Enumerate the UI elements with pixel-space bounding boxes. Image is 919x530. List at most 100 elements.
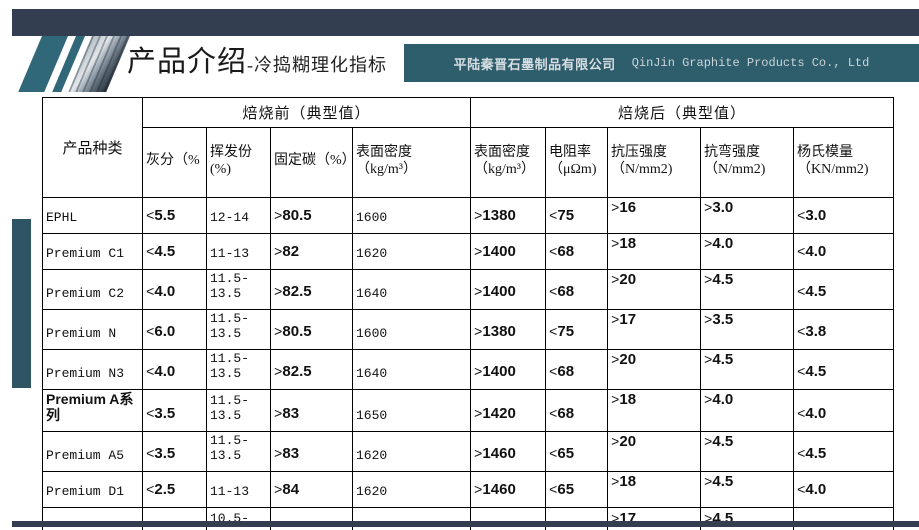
value-number: 4.5	[805, 363, 827, 380]
value-number: 4.0	[712, 235, 734, 252]
comparator-glyph: >	[274, 245, 283, 261]
cell-density-after: >1400	[470, 269, 547, 310]
comparator-glyph: >	[704, 201, 713, 217]
cell-carbon: >80.5	[270, 309, 353, 350]
cell-flexural: >3.0	[700, 197, 795, 234]
cell-ash: <2.5	[142, 471, 207, 508]
comparator-glyph: >	[474, 407, 483, 423]
comparator-glyph: >	[274, 365, 283, 381]
value-number: 1460	[482, 445, 516, 462]
comparator-glyph: <	[146, 407, 155, 423]
page-subtitle: -冷捣糊理化指标	[247, 55, 388, 75]
value-number: 65	[557, 445, 575, 462]
cell-volatile: 11.5-13.5	[206, 349, 271, 390]
comparator-glyph: <	[797, 407, 806, 423]
value-number: 4.5	[712, 433, 734, 450]
cell-volatile: 11.5-13.5	[206, 389, 271, 432]
value-number: 2.5	[154, 481, 176, 498]
cell-name: Premium C2	[42, 269, 143, 310]
value-number: 4.0	[805, 405, 827, 422]
header-group-after-baking: 焙烧后（典型值）	[470, 97, 895, 128]
comparator-glyph: >	[611, 201, 620, 217]
company-bar: 平陆秦晋石墨制品有限公司 QinJin Graphite Products Co…	[404, 44, 919, 82]
product-table-wrap: 产品种类 焙烧前（典型值） 焙烧后（典型值） 灰分（% 挥发份(%) 固定碳（%…	[42, 97, 895, 530]
comparator-glyph: <	[797, 365, 806, 381]
header-flexural-strength: 抗弯强度 （N/mm2)	[700, 127, 795, 198]
value-number: 1400	[482, 243, 516, 260]
value-number: 16	[619, 199, 637, 216]
comparator-glyph: >	[274, 483, 283, 499]
value-number: 6.0	[154, 323, 176, 340]
table-row: Premium N3 <4.0 11.5-13.5 >82.5 1640 >1400 <68…	[42, 349, 895, 390]
comparator-glyph: <	[549, 245, 558, 261]
cell-carbon: >82	[270, 233, 353, 270]
comparator-glyph: <	[146, 325, 155, 341]
cell-ash: <4.0	[142, 269, 207, 310]
cell-carbon: >84	[270, 471, 353, 508]
cell-carbon: >82.5	[270, 269, 353, 310]
value-number: 84	[282, 481, 300, 498]
company-name-en: QinJin Graphite Products Co., Ltd	[631, 56, 870, 70]
cell-youngs: <3.0	[793, 197, 895, 234]
value-number: 1400	[482, 363, 516, 380]
cell-resistivity: <68	[545, 389, 609, 432]
comparator-glyph: >	[611, 237, 620, 253]
header-surface-density-before: 表面密度 （kg/m³）	[351, 127, 472, 198]
header-group-before-baking: 焙烧前（典型值）	[141, 97, 472, 128]
comparator-glyph: >	[474, 447, 483, 463]
table-row: Premium A5 <3.5 11.5-13.5 >83 1620 >1460 <65 >2…	[42, 431, 895, 472]
value-number: 3.5	[154, 445, 176, 462]
cell-youngs: <4.0	[793, 471, 895, 508]
value-number: 1380	[482, 323, 516, 340]
comparator-glyph: <	[146, 209, 155, 225]
comparator-glyph: <	[549, 209, 558, 225]
value-number: 82.5	[282, 283, 312, 300]
comparator-glyph: >	[474, 483, 483, 499]
value-number: 17	[619, 311, 637, 328]
cell-density-before: 1620	[351, 431, 472, 472]
header-ash: 灰分（%	[142, 127, 207, 198]
comparator-glyph: >	[474, 245, 483, 261]
table-row: Premium C1 <4.5 11-13 >82 1620 >1400 <68 >18 >4.…	[42, 233, 895, 270]
value-number: 68	[557, 243, 575, 260]
cell-name: Premium D1	[42, 471, 143, 508]
value-number: 68	[557, 283, 575, 300]
value-number: 4.0	[154, 363, 176, 380]
comparator-glyph: <	[146, 365, 155, 381]
comparator-glyph: >	[704, 273, 713, 289]
value-number: 3.5	[712, 311, 734, 328]
cell-name: Premium N3	[42, 349, 143, 390]
value-number: 4.5	[805, 283, 827, 300]
cell-density-before: 1620	[351, 233, 472, 270]
cell-resistivity: <68	[545, 349, 609, 390]
comparator-glyph: >	[704, 353, 713, 369]
header-product-type: 产品种类	[42, 97, 143, 198]
comparator-glyph: >	[704, 475, 713, 491]
comparator-glyph: >	[704, 237, 713, 253]
value-number: 80.5	[282, 323, 312, 340]
cell-ash: <4.0	[142, 349, 207, 390]
cell-flexural: >4.0	[700, 389, 795, 432]
cell-density-after: >1460	[470, 471, 547, 508]
value-number: 1420	[482, 405, 516, 422]
comparator-glyph: >	[704, 435, 713, 451]
left-accent-bar	[12, 219, 31, 388]
value-number: 68	[557, 405, 575, 422]
cell-density-after: >1400	[470, 233, 547, 270]
value-number: 1400	[482, 283, 516, 300]
cell-volatile: 11.5-13.5	[206, 431, 271, 472]
cell-resistivity: <75	[545, 197, 609, 234]
cell-density-after: >1380	[470, 309, 547, 350]
value-number: 4.5	[805, 445, 827, 462]
comparator-glyph: >	[611, 273, 620, 289]
comparator-glyph: >	[704, 512, 713, 528]
value-number: 5.5	[154, 207, 176, 224]
cell-name: Premium C1	[42, 233, 143, 270]
cell-density-before: 1620	[351, 471, 472, 508]
header-volatile: 挥发份(%)	[206, 127, 271, 198]
value-number: 4.5	[712, 271, 734, 288]
cell-compressive: >18	[607, 233, 702, 270]
cell-name: EPHL	[42, 197, 143, 234]
cell-volatile: 11-13	[206, 233, 271, 270]
cell-volatile: 12-14	[206, 197, 271, 234]
